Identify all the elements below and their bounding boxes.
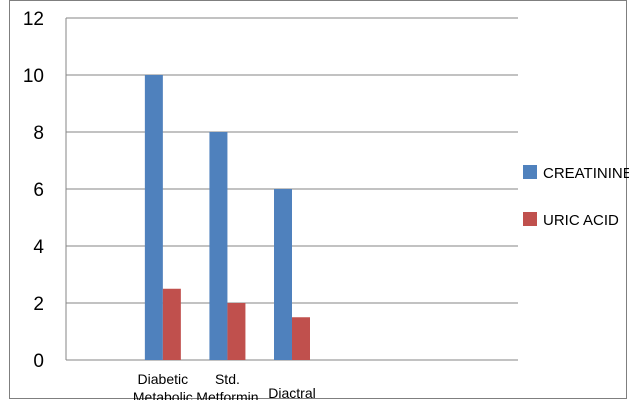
y-tick-label: 6: [33, 180, 44, 201]
legend-label: URIC ACID: [543, 212, 619, 229]
bar-uric-acid-1: [162, 288, 181, 360]
category-label: Std.: [215, 371, 240, 387]
bar-uric-acid-3: [292, 317, 310, 360]
bar-creatinine-1: [144, 75, 163, 360]
bar-creatinine-3: [274, 189, 292, 360]
category-label: Diactral: [268, 385, 315, 400]
bar-uric-acid-2: [227, 303, 246, 360]
legend-swatch: [523, 212, 537, 226]
category-label: Metabolic: [133, 389, 193, 400]
legend-label: CREATININE: [543, 165, 629, 182]
legend: CREATININE URIC ACID: [523, 165, 629, 229]
y-tick-label: 12: [23, 9, 44, 30]
bar-creatinine-2: [209, 132, 228, 360]
y-tick-label: 0: [33, 351, 44, 372]
category-label: Diabetic: [138, 371, 189, 387]
y-tick-label: 2: [33, 294, 44, 315]
category-label: Metformin: [196, 389, 258, 400]
bars: [144, 75, 310, 360]
chart-border: [9, 0, 627, 399]
category-labels: Diabetic Metabolic Std. Metformin Diactral: [133, 371, 316, 400]
y-tick-label: 10: [23, 66, 44, 87]
legend-swatch: [523, 165, 537, 179]
y-tick-labels: 0 2 4 6 8 10 12: [23, 9, 45, 372]
y-tick-label: 8: [33, 123, 44, 144]
y-tick-label: 4: [33, 237, 44, 258]
